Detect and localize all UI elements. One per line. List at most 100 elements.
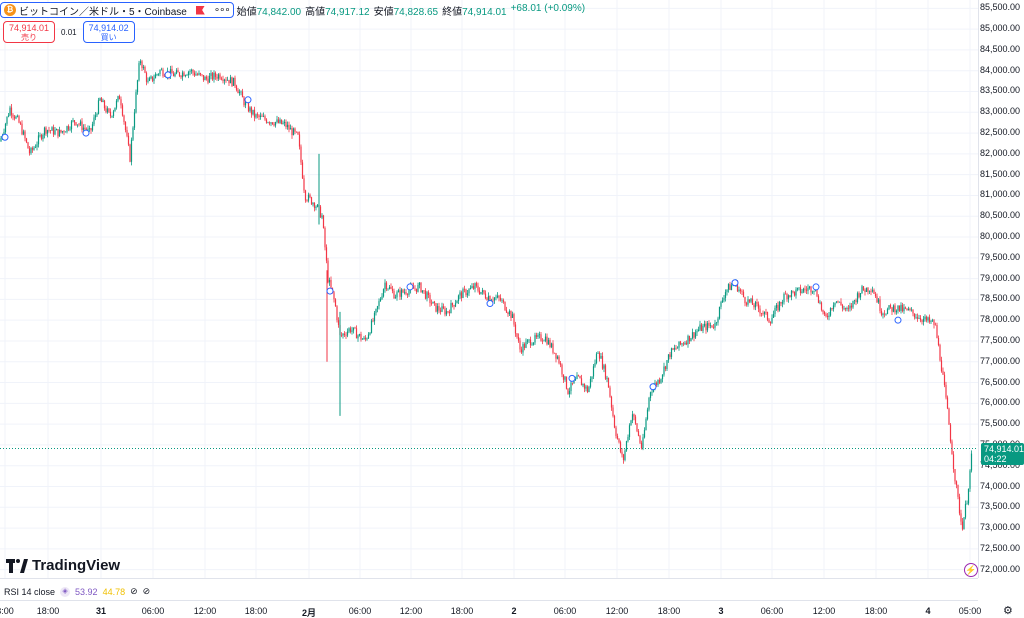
candle-body bbox=[285, 121, 287, 128]
candle-body bbox=[931, 320, 934, 322]
candle-body bbox=[471, 286, 473, 288]
candle-body bbox=[310, 197, 313, 205]
candle-body bbox=[933, 320, 935, 325]
candle-body bbox=[135, 92, 137, 113]
candle-body bbox=[256, 114, 259, 116]
candle-body bbox=[934, 324, 937, 326]
candle-body bbox=[739, 289, 742, 292]
rsi-pane[interactable]: RSI 14 close ◈ 53.92 44.78 ⊘ ⊘ bbox=[0, 578, 978, 600]
symbol-legend: ₿ ビットコイン／米ドル・5・Coinbase ∘∘∘ 始値74,842.00 … bbox=[0, 2, 585, 18]
candle-body bbox=[247, 102, 250, 112]
candle-body bbox=[822, 309, 824, 312]
candle-body bbox=[669, 354, 671, 357]
candle-body bbox=[477, 285, 479, 291]
price-tick-label: 76,000.00 bbox=[979, 397, 1020, 408]
price-axis[interactable]: 85,500.00 85,000.00 84,500.00 84,000.00 83,5… bbox=[978, 0, 1024, 578]
candle-body bbox=[160, 69, 163, 71]
candle-body bbox=[432, 301, 434, 304]
candle-body bbox=[727, 284, 730, 290]
candle-body bbox=[490, 299, 493, 301]
sell-price: 74,914.01 bbox=[9, 23, 50, 33]
candle-body bbox=[313, 203, 316, 208]
event-marker-icon bbox=[649, 383, 657, 391]
candle-body bbox=[748, 299, 751, 302]
candle-body bbox=[777, 304, 779, 311]
tradingview-logo[interactable]: TradingView bbox=[6, 557, 120, 574]
candle-body bbox=[880, 310, 883, 315]
hide-icon[interactable]: ⊘ bbox=[130, 586, 138, 596]
candle-body bbox=[700, 324, 703, 331]
candle-body bbox=[507, 312, 509, 315]
time-tick-label: 12:00 bbox=[193, 606, 217, 616]
candle-body bbox=[505, 310, 508, 313]
candle-body bbox=[807, 287, 809, 291]
candle-body bbox=[619, 442, 622, 452]
candle-body bbox=[78, 124, 80, 126]
candle-body bbox=[969, 470, 971, 489]
candle-body bbox=[36, 144, 38, 148]
candle-body bbox=[151, 76, 154, 81]
flag-icon[interactable] bbox=[195, 5, 205, 15]
candle-body bbox=[46, 130, 49, 134]
rsi-legend: RSI 14 close ◈ 53.92 44.78 ⊘ ⊘ bbox=[4, 586, 150, 597]
candle-body bbox=[366, 338, 368, 340]
candle-body bbox=[678, 341, 680, 348]
candle-body bbox=[876, 296, 878, 303]
candle-body bbox=[388, 286, 391, 289]
symbol-title[interactable]: ビットコイン／米ドル・5・Coinbase bbox=[19, 6, 187, 18]
more-icon[interactable]: ∘∘∘ bbox=[213, 4, 231, 16]
candle-body bbox=[786, 293, 788, 300]
current-price-value: 74,914.01 bbox=[984, 443, 1024, 454]
candle-body bbox=[508, 311, 511, 315]
candle-body bbox=[124, 122, 127, 131]
buy-button[interactable]: 74,914.02 買い bbox=[82, 21, 135, 43]
candle-body bbox=[787, 295, 790, 300]
candlestick-chart-svg[interactable] bbox=[0, 0, 978, 578]
candle-body bbox=[681, 343, 683, 345]
candle-body bbox=[103, 100, 106, 109]
candle-body bbox=[772, 314, 775, 318]
candle-body bbox=[357, 335, 359, 339]
price-tick-label: 78,500.00 bbox=[979, 293, 1020, 304]
event-marker-icon bbox=[812, 283, 820, 291]
candle-body bbox=[643, 430, 646, 438]
candle-body bbox=[355, 328, 358, 339]
rsi-settings-icon[interactable]: ◈ bbox=[60, 586, 71, 597]
brand-name: TradingView bbox=[32, 557, 121, 574]
time-tick-label: 06:00 bbox=[553, 606, 577, 616]
candle-body bbox=[97, 100, 100, 114]
visibility-icon[interactable]: ⊘ bbox=[142, 586, 151, 596]
lightning-icon[interactable]: ⚡ bbox=[964, 563, 978, 577]
time-axis[interactable]: 3:00 18:00 31 06:00 12:00 18:00 2月 06:00 12:00 18… bbox=[0, 600, 981, 618]
candle-body bbox=[207, 78, 209, 83]
candle-body bbox=[199, 73, 202, 75]
candle-body bbox=[52, 127, 55, 135]
sell-button[interactable]: 74,914.01 売り bbox=[3, 21, 56, 43]
candle-body bbox=[322, 215, 325, 228]
candle-body bbox=[757, 303, 760, 309]
candle-body bbox=[688, 335, 691, 342]
candle-body bbox=[909, 308, 911, 310]
candle-body bbox=[28, 148, 31, 154]
candle-body bbox=[319, 206, 322, 218]
rsi-ma-value: 44.78 bbox=[102, 586, 126, 597]
candle-body bbox=[486, 298, 488, 301]
candle-body bbox=[19, 122, 22, 124]
candle-body bbox=[621, 451, 623, 455]
candle-body bbox=[219, 74, 221, 79]
candle-body bbox=[370, 320, 373, 333]
time-tick-label: 3 bbox=[718, 606, 724, 616]
candle-body bbox=[94, 115, 97, 118]
candle-body bbox=[192, 69, 194, 73]
candle-body bbox=[360, 334, 362, 340]
symbol-title-box[interactable]: ₿ ビットコイン／米ドル・5・Coinbase ∘∘∘ bbox=[0, 2, 234, 18]
candle-body bbox=[799, 287, 802, 293]
price-chart[interactable] bbox=[0, 0, 978, 578]
gear-icon[interactable]: ⚙ bbox=[1003, 605, 1013, 617]
candle-body bbox=[960, 513, 962, 522]
candle-body bbox=[967, 488, 970, 504]
candle-body bbox=[565, 376, 568, 389]
candle-body bbox=[309, 194, 311, 198]
candle-body bbox=[24, 131, 26, 139]
candle-body bbox=[262, 116, 265, 117]
